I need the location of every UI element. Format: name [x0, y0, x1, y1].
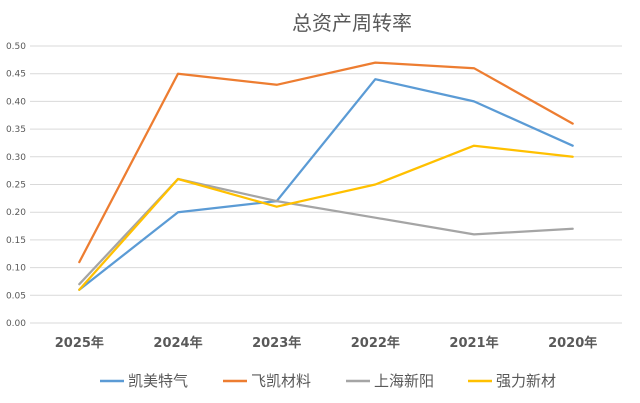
- x-tick-label: 2024年: [153, 335, 202, 351]
- series-line-1: [78, 61, 574, 264]
- series-line-0: [78, 78, 574, 291]
- y-tick-label: 0.45: [6, 70, 26, 80]
- y-tick-label: 0.50: [6, 42, 26, 52]
- x-tick-label: 2023年: [252, 335, 301, 351]
- y-tick-label: 0.40: [6, 97, 26, 107]
- y-tick-label: 0.00: [6, 319, 26, 329]
- legend-label: 飞凯材料: [251, 372, 311, 390]
- x-tick-label: 2021年: [449, 335, 498, 351]
- y-tick-label: 0.25: [6, 181, 26, 191]
- y-tick-label: 0.10: [6, 264, 26, 274]
- legend: 凯美特气 飞凯材料 上海新阳 强力新材: [100, 372, 556, 390]
- x-tick-label: 2022年: [351, 335, 400, 351]
- y-tick-label: 0.15: [6, 236, 26, 246]
- x-tick-label: 2020年: [548, 335, 597, 351]
- legend-label: 强力新材: [496, 372, 556, 390]
- y-tick-label: 0.30: [6, 153, 26, 163]
- y-tick-label: 0.35: [6, 125, 26, 135]
- y-axis-ticks: 0.00 0.05 0.10 0.15 0.20 0.25 0.30 0.35 0.40 0.45…: [6, 42, 26, 329]
- y-tick-label: 0.05: [6, 291, 26, 301]
- series-line-3: [78, 144, 574, 291]
- x-axis-ticks: 2025年 2024年 2023年 2022年 2021年 2020年: [55, 335, 598, 351]
- x-tick-label: 2025年: [55, 335, 104, 351]
- legend-label: 凯美特气: [128, 372, 188, 390]
- y-tick-label: 0.20: [6, 208, 26, 218]
- legend-label: 上海新阳: [374, 372, 434, 390]
- gridlines: [30, 45, 622, 324]
- chart-title: 总资产周转率: [292, 11, 412, 35]
- series-lines: [78, 61, 574, 291]
